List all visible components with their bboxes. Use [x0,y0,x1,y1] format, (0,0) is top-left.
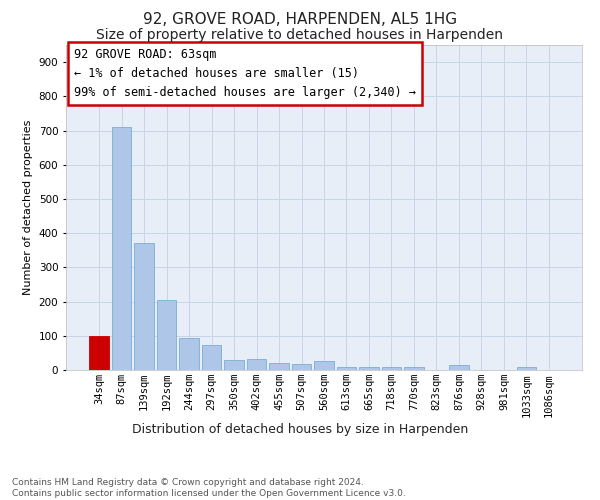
Bar [112,127,131,370]
Bar [224,360,244,370]
Bar [292,364,311,370]
Bar [517,368,536,370]
Bar [337,368,356,370]
Text: 92 GROVE ROAD: 63sqm
← 1% of detached houses are smaller (15)
99% of semi-detach: 92 GROVE ROAD: 63sqm ← 1% of detached ho… [74,48,416,99]
Bar [314,362,334,370]
Y-axis label: Number of detached properties: Number of detached properties [23,120,33,295]
Bar [157,300,176,370]
Bar [269,363,289,370]
Text: Size of property relative to detached houses in Harpenden: Size of property relative to detached ho… [97,28,503,42]
Text: Contains HM Land Registry data © Crown copyright and database right 2024.
Contai: Contains HM Land Registry data © Crown c… [12,478,406,498]
Bar [179,338,199,370]
Bar [449,365,469,370]
Bar [359,366,379,370]
Text: Distribution of detached houses by size in Harpenden: Distribution of detached houses by size … [132,422,468,436]
Bar [404,366,424,370]
Bar [134,244,154,370]
Bar [382,368,401,370]
Bar [89,336,109,370]
Bar [202,345,221,370]
Bar [247,358,266,370]
Text: 92, GROVE ROAD, HARPENDEN, AL5 1HG: 92, GROVE ROAD, HARPENDEN, AL5 1HG [143,12,457,28]
